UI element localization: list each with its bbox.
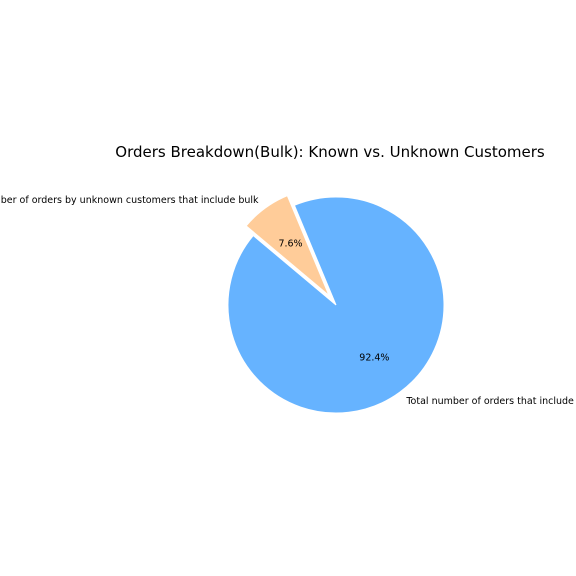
pie-slice-0 bbox=[227, 196, 445, 414]
pie-slices bbox=[227, 194, 445, 414]
chart-title: Orders Breakdown(Bulk): Known vs. Unknow… bbox=[115, 143, 545, 161]
pie-category-label-0: Total number of orders that include bulk bbox=[405, 396, 576, 407]
pie-percent-label-0: 92.4% bbox=[359, 353, 389, 364]
pie-slice-1 bbox=[245, 194, 330, 296]
pie-category-label-1: Total number of orders by unknown custom… bbox=[0, 195, 259, 206]
pie-labels: 92.4% Total number of orders that include… bbox=[0, 195, 576, 407]
pie-percent-label-1: 7.6% bbox=[278, 239, 302, 250]
